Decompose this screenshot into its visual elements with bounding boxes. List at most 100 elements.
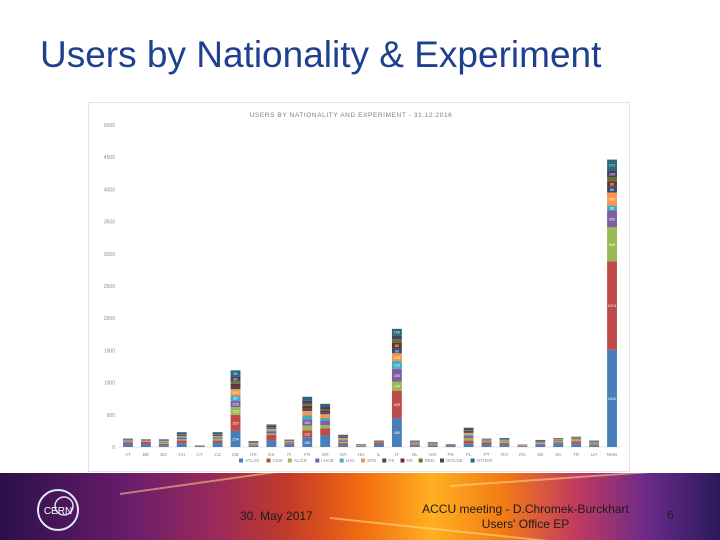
bar-segment [302,430,313,438]
bar-segment [176,434,187,435]
bar-segment [356,445,366,447]
bar-segment [284,444,295,447]
bar-segment [320,406,331,410]
bar-segment [445,445,456,447]
bar-segment [409,445,420,447]
bar-segment [302,400,313,404]
bar-segment [248,444,259,446]
bar-segment [320,412,331,415]
bar-segment [571,441,582,444]
bar-segment [302,437,313,447]
bar-segment [212,438,223,441]
bar-segment [571,439,582,440]
bar-segment [607,192,617,206]
bar-segment [607,205,617,211]
bar-segment [589,442,600,444]
data-label: 80 [395,349,399,353]
bar-segment [463,443,474,447]
bar-segment [338,436,349,437]
bar-segment [553,439,564,440]
bar-segment [409,443,420,445]
bar-segment [607,181,617,187]
bar-segment [248,443,259,444]
y-tick-label: 2000 [104,316,115,322]
bar-segment [409,444,420,446]
bar-segment [553,442,564,444]
bar-segment [499,443,510,446]
bar-segment [230,381,241,384]
bar-segment [391,418,402,447]
bar-segment [212,437,223,439]
bar-segment [571,436,582,438]
legend: ATLAS CMS ALICE LHCB LHC SPS PS RE RED ISOLDE OTHE… [239,458,493,463]
x-tick-label: GR [340,452,348,458]
x-tick-label: BG [160,452,167,458]
bar-segment [302,425,313,431]
legend-label: SPS [367,458,376,463]
legend-swatch [339,458,344,463]
data-label: 260 [609,217,615,221]
bar-segment [481,441,492,443]
data-label: 120 [394,356,400,360]
bar-segment [320,418,331,421]
bar-segment [266,433,277,435]
bar-segment [391,353,402,362]
bar-segment [391,390,402,419]
bar-segment [338,436,349,438]
legend-swatch [266,458,271,463]
chart-title: USERS BY NATIONALITY AND EXPERIMENT - 31… [250,112,453,119]
bar-segment [499,441,510,444]
bar-segment [123,441,133,443]
bar-segment [320,403,331,407]
x-tick-label: CH [178,452,185,458]
footer-meeting-line2: Users' Office EP [481,517,570,531]
legend-swatch [382,458,387,463]
bar-segment [427,443,438,445]
stacked-bar-chart: USERS BY NATIONALITY AND EXPERIMENT - 31… [104,112,621,463]
x-tick-label: SK [555,452,562,458]
bar-segment [176,436,187,438]
bar-segment [463,437,474,441]
bar-segment [374,442,384,445]
bar-segment [589,444,600,446]
bar-segment [266,434,277,441]
x-tick-label: NMS [607,452,618,458]
x-tick-label: RS [519,452,526,458]
bar-segment [338,434,349,436]
bar-segment [320,414,331,419]
bar-segment [158,441,169,442]
bar-segment [140,440,151,442]
legend-label: LHC [346,458,356,463]
bar-segment [481,438,492,440]
bar-segment [499,439,510,441]
bar-segment [284,441,295,442]
bar-segment [535,442,546,444]
bar-segment [481,442,492,445]
bar-segment [176,437,187,440]
bar-segment [302,403,313,406]
data-label: 140 [394,385,400,389]
legend-swatch [470,458,475,463]
bar-segment [284,439,295,441]
bar-segment [140,444,151,447]
bar-segment [356,446,366,447]
data-label: 450 [394,431,400,435]
data-label: 90 [233,372,237,376]
bar-segment [176,434,187,436]
footer-banner [0,473,720,540]
bar-segment [320,410,331,413]
legend-swatch [418,458,423,463]
bar-segment [535,443,546,444]
footer-meeting: ACCU meeting - D.Chromek-Burckhart Users… [413,502,638,532]
data-label: 100 [232,391,238,395]
bar-segment [230,400,241,408]
x-tick-label: DE [232,452,239,458]
bar-segment [248,441,259,443]
data-label: 200 [394,374,400,378]
bar-segment [284,441,295,443]
bar-segment [463,427,474,429]
bar-segment [140,441,151,445]
x-axis: AT BE BG CH CY CZ DE DK ES FI FR GR GR HU IL IT NL NO PK PL… [125,452,617,458]
bar-segment [553,443,564,447]
y-tick-label: 0 [112,445,115,451]
